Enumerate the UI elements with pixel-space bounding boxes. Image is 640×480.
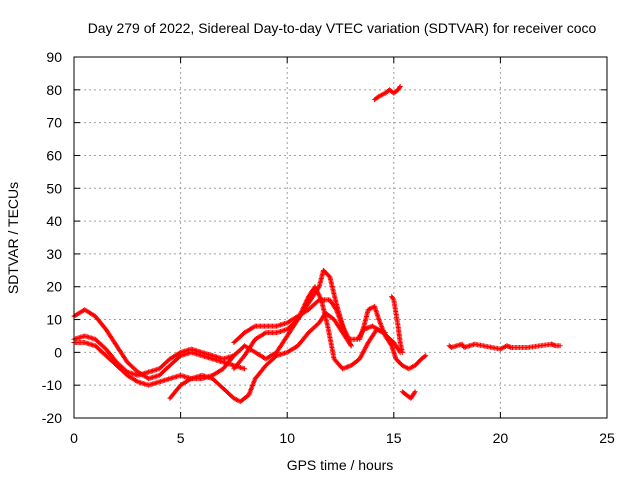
- x-tick-label: 25: [599, 430, 615, 446]
- x-tick-label: 10: [279, 430, 295, 446]
- series-scattered: [446, 341, 563, 352]
- data-point: [557, 343, 563, 349]
- data-point: [423, 353, 429, 359]
- data-point: [242, 366, 248, 372]
- y-tick-label: -20: [42, 410, 62, 426]
- y-tick-labels: -20 -10 0 10 20 30 40 50 60 70 80 90: [42, 49, 62, 426]
- x-tick-label: 20: [493, 430, 509, 446]
- data-point: [422, 353, 428, 359]
- y-tick-label: 30: [46, 246, 62, 262]
- data-point: [411, 390, 417, 396]
- y-tick-label: 80: [46, 82, 62, 98]
- tick-marks: [73, 56, 608, 419]
- data-points: [71, 84, 563, 405]
- series-track-9: [389, 294, 405, 355]
- chart-title: Day 279 of 2022, Sidereal Day-to-day VTE…: [88, 20, 597, 36]
- x-tick-labels: 0 5 10 15 20 25: [70, 430, 615, 446]
- series-track-2: [71, 307, 248, 382]
- y-tick-label: -10: [42, 377, 62, 393]
- x-tick-label: 0: [70, 430, 78, 446]
- x-axis-label: GPS time / hours: [287, 457, 394, 473]
- series-track-10: [399, 389, 418, 401]
- data-point: [390, 296, 396, 302]
- y-tick-label: 90: [46, 49, 62, 65]
- plot-frame: [73, 56, 608, 419]
- series-track-7: [357, 303, 429, 372]
- data-point: [396, 85, 402, 91]
- y-tick-label: 0: [54, 344, 62, 360]
- x-tick-label: 15: [386, 430, 402, 446]
- data-point: [399, 349, 405, 355]
- series-track-4: [167, 310, 354, 405]
- data-point: [412, 389, 418, 395]
- series-track-8: [372, 84, 403, 103]
- y-tick-label: 60: [46, 147, 62, 163]
- y-tick-label: 70: [46, 115, 62, 131]
- y-tick-label: 20: [46, 279, 62, 295]
- y-tick-label: 10: [46, 312, 62, 328]
- data-point: [397, 84, 403, 90]
- data-point: [348, 343, 354, 349]
- x-tick-label: 5: [177, 430, 185, 446]
- y-tick-label: 50: [46, 180, 62, 196]
- series-track-6: [231, 284, 388, 372]
- y-axis-label: SDTVAR / TECUs: [5, 182, 21, 294]
- y-tick-label: 40: [46, 213, 62, 229]
